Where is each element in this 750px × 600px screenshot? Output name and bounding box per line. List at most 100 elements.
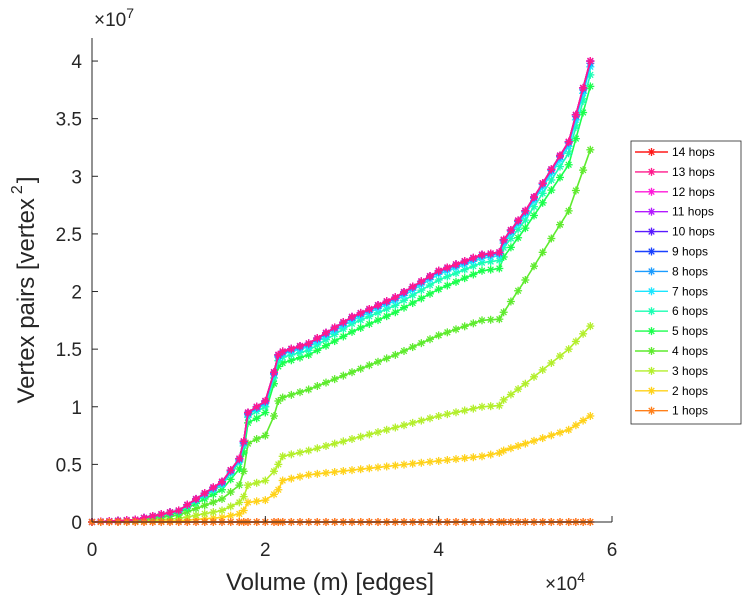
data-point	[183, 500, 192, 509]
data-point	[417, 339, 426, 348]
data-point	[571, 421, 580, 430]
legend-item: 8 hops	[635, 264, 708, 278]
legend-item: 6 hops	[635, 304, 708, 318]
data-point	[506, 297, 515, 306]
x-exponent-label: ×104	[545, 569, 585, 595]
data-point	[322, 441, 330, 450]
legend-label: 7 hops	[672, 284, 708, 298]
data-point	[426, 335, 434, 344]
data-point	[538, 179, 547, 188]
data-point	[192, 494, 200, 503]
data-point	[579, 416, 588, 425]
data-point	[348, 368, 356, 377]
data-point	[443, 263, 452, 272]
legend-label: 9 hops	[672, 245, 708, 259]
series-line	[91, 60, 592, 523]
legend-marker	[647, 327, 656, 336]
data-point	[443, 281, 452, 290]
data-point	[547, 186, 556, 195]
data-point	[564, 345, 573, 354]
data-point	[374, 301, 382, 310]
data-point	[556, 162, 564, 171]
data-point	[382, 425, 391, 434]
data-point	[426, 289, 434, 298]
data-point	[356, 323, 365, 332]
data-point	[417, 416, 426, 425]
data-point	[556, 428, 564, 437]
data-point	[391, 293, 400, 302]
data-point	[538, 365, 547, 374]
data-point	[278, 393, 287, 402]
data-point	[586, 322, 595, 331]
data-point	[239, 506, 248, 515]
data-point	[313, 346, 322, 355]
data-point	[556, 151, 564, 160]
data-point	[391, 308, 400, 317]
data-point	[244, 481, 252, 490]
axis-ticks: 0 2 4 6 0 0.5 1 1.5 2 2.5 3 3.5 4	[56, 52, 618, 561]
data-point	[521, 439, 530, 448]
legend-marker	[647, 187, 656, 196]
series-4-hops	[88, 145, 595, 526]
y-tick-label: 1	[71, 398, 82, 419]
legend-item: 11 hops	[635, 205, 714, 219]
data-point	[313, 469, 322, 478]
data-point	[278, 347, 287, 356]
data-point	[486, 315, 495, 324]
data-point	[330, 323, 339, 332]
legend-label: 6 hops	[672, 304, 708, 318]
data-point	[586, 57, 595, 66]
data-point	[452, 408, 460, 417]
data-point	[469, 404, 478, 413]
data-point	[452, 455, 460, 464]
data-point	[408, 343, 417, 352]
legend-label: 1 hops	[672, 404, 708, 418]
data-point	[460, 257, 469, 266]
data-point	[469, 319, 478, 328]
y-tick-label: 3.5	[56, 110, 82, 131]
data-point	[579, 329, 588, 338]
data-point	[499, 395, 508, 404]
data-point	[274, 485, 283, 494]
data-point	[426, 457, 434, 466]
data-point	[426, 272, 434, 281]
data-point	[460, 454, 469, 463]
data-point	[339, 467, 348, 476]
legend-item: 3 hops	[635, 364, 708, 378]
data-point	[538, 198, 547, 207]
data-point	[460, 322, 469, 331]
x-tick-label: 2	[260, 540, 271, 561]
plot-area	[88, 57, 595, 526]
data-point	[330, 439, 339, 448]
data-point	[478, 250, 486, 259]
data-point	[579, 83, 588, 92]
data-point	[506, 243, 515, 252]
data-point	[200, 489, 209, 498]
data-point	[556, 352, 564, 361]
data-point	[339, 332, 348, 341]
data-point	[365, 464, 374, 473]
data-point	[252, 435, 261, 444]
data-point	[460, 274, 469, 283]
data-point	[530, 372, 538, 381]
data-point	[486, 402, 495, 411]
x-axis-title: Volume (m) [edges]	[226, 569, 434, 596]
data-point	[434, 276, 443, 284]
series-line	[91, 60, 592, 523]
data-point	[278, 452, 287, 461]
data-point	[564, 160, 573, 169]
data-point	[434, 456, 443, 465]
legend-marker	[647, 406, 656, 415]
data-point	[348, 312, 356, 321]
data-point	[252, 497, 261, 506]
data-point	[391, 350, 400, 359]
data-point	[514, 286, 523, 295]
data-point	[452, 260, 460, 269]
y-tick-label: 2	[71, 283, 82, 304]
data-point	[452, 325, 460, 334]
data-point	[374, 316, 382, 325]
data-point	[374, 428, 382, 437]
data-point	[270, 411, 278, 420]
data-point	[443, 410, 452, 419]
